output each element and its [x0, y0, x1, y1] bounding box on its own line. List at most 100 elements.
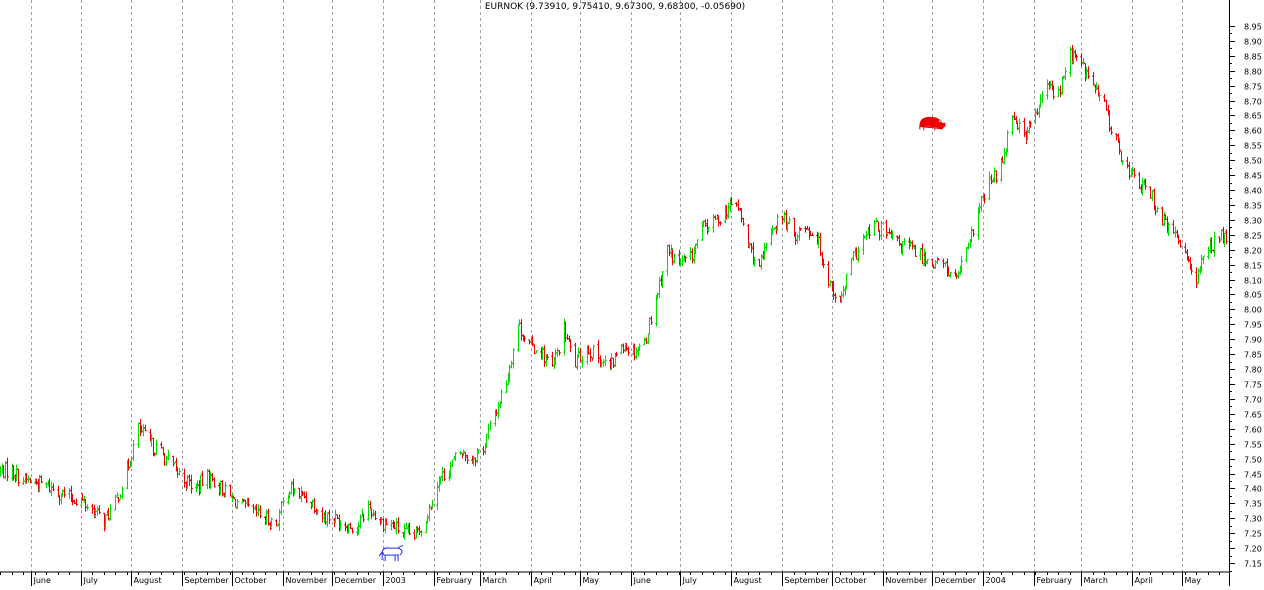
ohlc-bar [670, 244, 673, 258]
ohlc-bar [305, 491, 308, 503]
ohlc-bar [760, 254, 763, 270]
ohlc-bar [523, 335, 526, 342]
y-tick-label: 7.85 [1244, 351, 1262, 360]
ohlc-bar [1220, 229, 1223, 241]
ohlc-bar [558, 350, 561, 356]
ohlc-bar [466, 454, 469, 465]
ohlc-bar [1036, 108, 1039, 116]
month-label: 2004 [986, 576, 1006, 585]
ohlc-bar [633, 343, 636, 361]
ohlc-bar [863, 235, 866, 239]
bull-icon [378, 545, 404, 562]
ohlc-bar [25, 473, 28, 484]
ohlc-bar [694, 243, 697, 255]
ohlc-bar [167, 450, 170, 461]
ohlc-bar [589, 348, 592, 363]
ohlc-bar [1195, 267, 1198, 289]
ohlc-bar [242, 498, 245, 503]
month-label: November [886, 576, 928, 585]
ohlc-bar [965, 246, 968, 263]
ohlc-bar [643, 337, 646, 346]
y-tick-label: 8.05 [1244, 291, 1262, 300]
ohlc-bar [372, 509, 375, 517]
ohlc-bar [223, 492, 226, 498]
ohlc-bar [1069, 46, 1072, 77]
ohlc-bar [763, 242, 766, 261]
ohlc-bar [730, 196, 733, 206]
ohlc-bar [107, 507, 110, 521]
ohlc-bar [1062, 75, 1065, 80]
y-tick-label: 8.65 [1244, 112, 1262, 121]
ohlc-bar [224, 481, 227, 497]
ohlc-bar [81, 493, 84, 501]
ohlc-bar [926, 259, 929, 265]
ohlc-bar [508, 364, 511, 383]
ohlc-bar [497, 401, 500, 419]
price-bars [0, 45, 1228, 541]
ohlc-bar [765, 242, 768, 251]
y-tick-label: 7.65 [1244, 411, 1262, 420]
ohlc-bar [1151, 189, 1154, 202]
ohlc-bar [48, 478, 51, 493]
ohlc-bar [742, 217, 745, 226]
ohlc-bar [1218, 236, 1221, 244]
ohlc-bar [121, 486, 124, 500]
ohlc-bar [891, 230, 894, 241]
y-tick-label: 7.30 [1244, 515, 1262, 524]
ohlc-bar [472, 455, 475, 466]
ohlc-bar [278, 509, 281, 531]
ohlc-bar [116, 492, 119, 497]
y-tick-label: 7.40 [1244, 485, 1262, 494]
ohlc-bar [1174, 226, 1177, 238]
month-label: September [185, 576, 230, 585]
ohlc-bar [786, 221, 789, 233]
ohlc-bar [574, 342, 577, 368]
ohlc-bar [865, 230, 868, 241]
ohlc-bar [781, 215, 784, 225]
y-tick-label: 8.15 [1244, 262, 1262, 271]
month-label: December [935, 576, 977, 585]
ohlc-bar [1041, 91, 1044, 104]
ohlc-bar [316, 508, 319, 516]
ohlc-bar [362, 514, 365, 523]
month-label: October [835, 576, 868, 585]
ohlc-bar [247, 497, 250, 507]
y-tick-label: 7.35 [1244, 500, 1262, 509]
ohlc-bar [796, 233, 799, 244]
ohlc-bar [40, 475, 43, 484]
ohlc-bar [86, 504, 89, 511]
ohlc-bar [980, 195, 983, 212]
month-label: June [633, 576, 652, 585]
ohlc-bar [127, 458, 130, 471]
ohlc-bar [1202, 255, 1205, 264]
x-axis: June July August September October November De… [0, 571, 1229, 586]
ohlc-bar [1085, 66, 1088, 80]
ohlc-bar [1138, 171, 1141, 189]
ohlc-bar [635, 347, 638, 360]
month-label: March [483, 576, 507, 585]
ohlc-bar [232, 495, 235, 499]
ohlc-bar [188, 474, 191, 486]
ohlc-bar [489, 420, 492, 431]
ohlc-bar [873, 220, 876, 236]
ohlc-bar [684, 255, 687, 263]
ohlc-bar [1018, 118, 1021, 134]
ohlc-bar [52, 483, 55, 492]
ohlc-bar [978, 202, 981, 214]
ohlc-bar [267, 508, 270, 526]
ohlc-bar [1016, 122, 1019, 131]
ohlc-bar [620, 343, 623, 355]
ohlc-bar [638, 343, 641, 352]
ohlc-bar [439, 476, 442, 485]
month-label: August [734, 576, 762, 585]
ohlc-bar [313, 498, 316, 514]
ohlc-bar [627, 346, 630, 357]
ohlc-bar [1177, 234, 1180, 245]
ohlc-bar [6, 457, 9, 482]
ohlc-bar [569, 338, 572, 353]
ohlc-bar [579, 348, 582, 363]
ohlc-bar [885, 219, 888, 239]
ohlc-bar [587, 345, 590, 355]
ohlc-bar [449, 461, 452, 479]
ohlc-bar [252, 504, 255, 514]
